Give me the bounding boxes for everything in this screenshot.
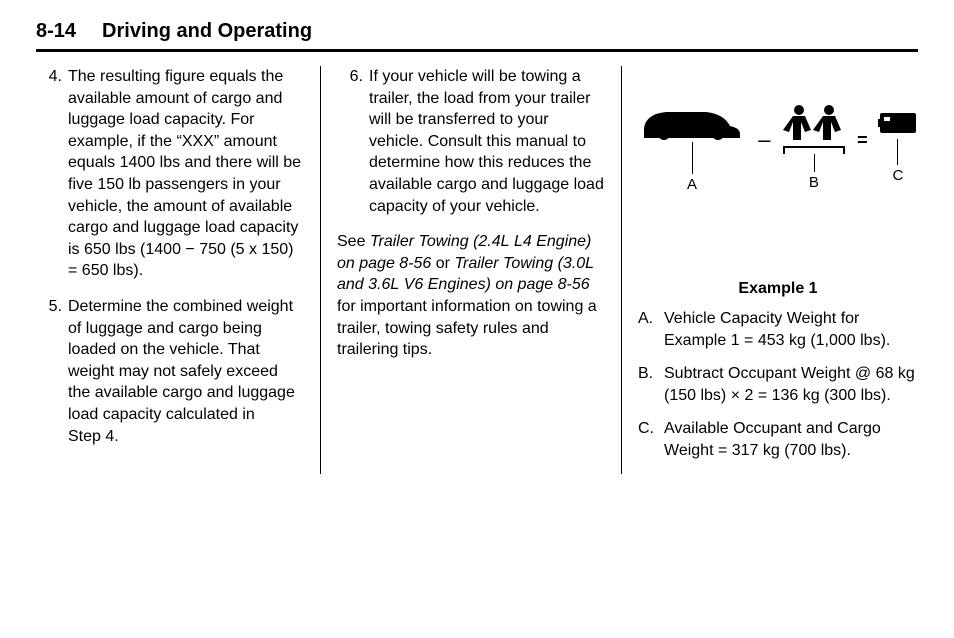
see-text: See: [337, 233, 370, 250]
see-text: for important information on towing a tr…: [337, 298, 597, 358]
example-item: B. Subtract Occupant Weight @ 68 kg (150…: [638, 363, 918, 406]
equals-sign: =: [857, 130, 866, 151]
example-text: Vehicle Capacity Weight for Example 1 = …: [664, 308, 918, 351]
page-header: 8-14 Driving and Operating: [36, 20, 918, 52]
step-item: 5. Determine the combined weight of lugg…: [36, 296, 304, 447]
cargo-icon: [878, 109, 918, 137]
occupants-icon: [783, 102, 845, 144]
columns: 4. The resulting figure equals the avail…: [36, 66, 918, 474]
example-marker: B.: [638, 363, 660, 406]
diagram-term-vehicle: A: [638, 100, 746, 193]
see-paragraph: See Trailer Towing (2.4L L4 Engine) on p…: [337, 231, 605, 361]
example-text: Subtract Occupant Weight @ 68 kg (150 lb…: [664, 363, 918, 406]
manual-page: 8-14 Driving and Operating 4. The result…: [0, 0, 954, 638]
step-list: 6. If your vehicle will be towing a trai…: [337, 66, 605, 217]
step-list: 4. The resulting figure equals the avail…: [36, 66, 304, 447]
capacity-diagram: A –: [638, 116, 918, 256]
diagram-brace: [783, 146, 845, 154]
page-title: Driving and Operating: [102, 20, 312, 43]
step-item: 4. The resulting figure equals the avail…: [36, 66, 304, 282]
step-text: If your vehicle will be towing a trailer…: [369, 66, 605, 217]
example-marker: A.: [638, 308, 660, 351]
step-text: The resulting figure equals the availabl…: [68, 66, 304, 282]
diagram-label: A: [687, 176, 697, 193]
diagram-tick: [692, 142, 693, 174]
step-marker: 4.: [36, 66, 62, 282]
column-left: 4. The resulting figure equals the avail…: [36, 66, 320, 474]
step-marker: 6.: [337, 66, 363, 217]
diagram-row: A –: [638, 116, 918, 176]
step-marker: 5.: [36, 296, 62, 447]
column-middle: 6. If your vehicle will be towing a trai…: [320, 66, 622, 474]
example-item: A. Vehicle Capacity Weight for Example 1…: [638, 308, 918, 351]
diagram-term-occupants: B: [783, 102, 845, 191]
step-text: Determine the combined weight of luggage…: [68, 296, 304, 447]
example-title: Example 1: [638, 280, 918, 298]
column-right: A –: [622, 66, 918, 474]
page-ref: 8-14: [36, 20, 76, 43]
example-text: Available Occupant and Cargo Weight = 31…: [664, 418, 918, 461]
diagram-tick: [897, 139, 898, 165]
diagram-label: C: [893, 167, 904, 184]
see-text: or: [431, 255, 454, 272]
diagram-label: B: [809, 174, 819, 191]
car-icon: [638, 100, 746, 140]
diagram-term-cargo: C: [878, 109, 918, 184]
step-item: 6. If your vehicle will be towing a trai…: [337, 66, 605, 217]
example-marker: C.: [638, 418, 660, 461]
example-list: A. Vehicle Capacity Weight for Example 1…: [638, 308, 918, 462]
example-item: C. Available Occupant and Cargo Weight =…: [638, 418, 918, 461]
minus-sign: –: [758, 127, 770, 153]
